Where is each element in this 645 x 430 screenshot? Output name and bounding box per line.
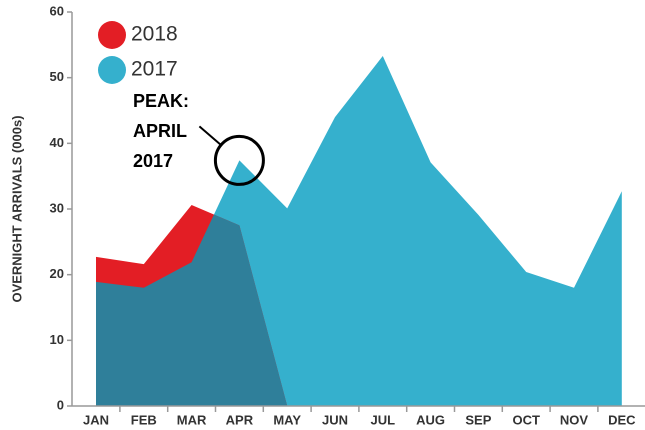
annotation-circle	[213, 134, 265, 186]
x-tick-label: AUG	[416, 412, 445, 427]
x-tick-label: OCT	[512, 412, 540, 427]
y-tick-label: 60	[50, 3, 64, 18]
y-axis-label: OVERNIGHT ARRIVALS (000s)	[9, 115, 24, 302]
legend-swatch	[98, 21, 126, 49]
y-tick-label: 10	[50, 332, 64, 347]
legend-label: 2018	[131, 23, 178, 46]
annotation-text: PEAK:	[133, 91, 189, 111]
x-tick-label: APR	[226, 412, 254, 427]
annotation-text: APRIL	[133, 121, 187, 141]
y-tick-label: 30	[50, 200, 64, 215]
x-tick-label: MAY	[273, 412, 301, 427]
x-tick-label: MAR	[177, 412, 207, 427]
x-tick-label: JAN	[83, 412, 109, 427]
annotation-leader	[198, 125, 223, 147]
area-overlap	[96, 205, 288, 406]
x-tick-label: JUL	[371, 412, 396, 427]
x-tick-label: DEC	[608, 412, 636, 427]
legend-swatch	[98, 56, 126, 84]
x-tick-label: SEP	[465, 412, 491, 427]
y-tick-label: 0	[57, 397, 64, 412]
x-tick-label: FEB	[131, 412, 157, 427]
legend-label: 2017	[131, 58, 178, 81]
annotation-text: 2017	[133, 151, 173, 171]
y-tick-label: 20	[50, 266, 64, 281]
y-tick-label: 40	[50, 135, 64, 150]
y-tick-label: 50	[50, 69, 64, 84]
x-tick-label: NOV	[560, 412, 589, 427]
x-tick-label: JUN	[322, 412, 348, 427]
